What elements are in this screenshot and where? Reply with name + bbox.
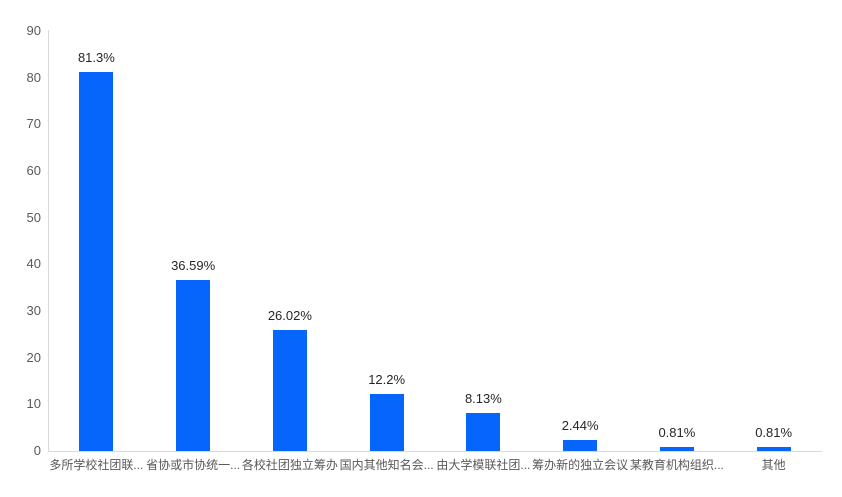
x-axis-line <box>48 451 822 452</box>
x-category-label: 由大学模联社团... <box>436 458 531 472</box>
x-category-label: 多所学校社团联... <box>49 458 144 472</box>
y-tick-label: 30 <box>26 303 41 318</box>
x-category-label: 某教育机构组织... <box>629 458 724 472</box>
bar-value-label: 36.59% <box>171 258 216 274</box>
x-category-label: 国内其他知名会... <box>339 458 434 472</box>
x-category-label: 其他 <box>761 458 786 472</box>
x-category-label: 筹办新的独立会议 <box>532 458 629 472</box>
bar-value-label: 81.3% <box>77 49 115 65</box>
x-category-label: 省协或市协统一... <box>146 458 241 472</box>
bar-value-label: 2.44% <box>561 417 599 433</box>
y-tick-label: 40 <box>26 256 41 272</box>
y-tick-label: 0 <box>33 443 41 458</box>
bar-value-label: 0.81% <box>658 425 696 441</box>
y-tick-label: 50 <box>26 209 41 225</box>
y-axis-line <box>48 30 49 451</box>
bar-value-label: 26.02% <box>267 307 312 323</box>
bar <box>563 439 598 451</box>
y-tick-label: 80 <box>26 69 41 85</box>
bar <box>272 329 307 451</box>
bar-value-label: 8.13% <box>464 391 502 407</box>
x-category-label: 各校社团独立筹办 <box>241 458 338 472</box>
bar-value-label: 0.81% <box>755 425 793 441</box>
y-tick-label: 90 <box>26 23 41 38</box>
y-tick-label: 10 <box>26 396 41 412</box>
bar <box>369 394 404 451</box>
bar-value-label: 12.2% <box>368 372 406 388</box>
bar <box>466 413 501 451</box>
y-tick-label: 60 <box>26 163 41 178</box>
bar <box>176 280 211 451</box>
bar <box>756 447 791 451</box>
bar <box>79 71 114 451</box>
y-tick-label: 70 <box>26 116 41 132</box>
y-tick-label: 20 <box>26 349 41 365</box>
bar <box>659 447 694 451</box>
